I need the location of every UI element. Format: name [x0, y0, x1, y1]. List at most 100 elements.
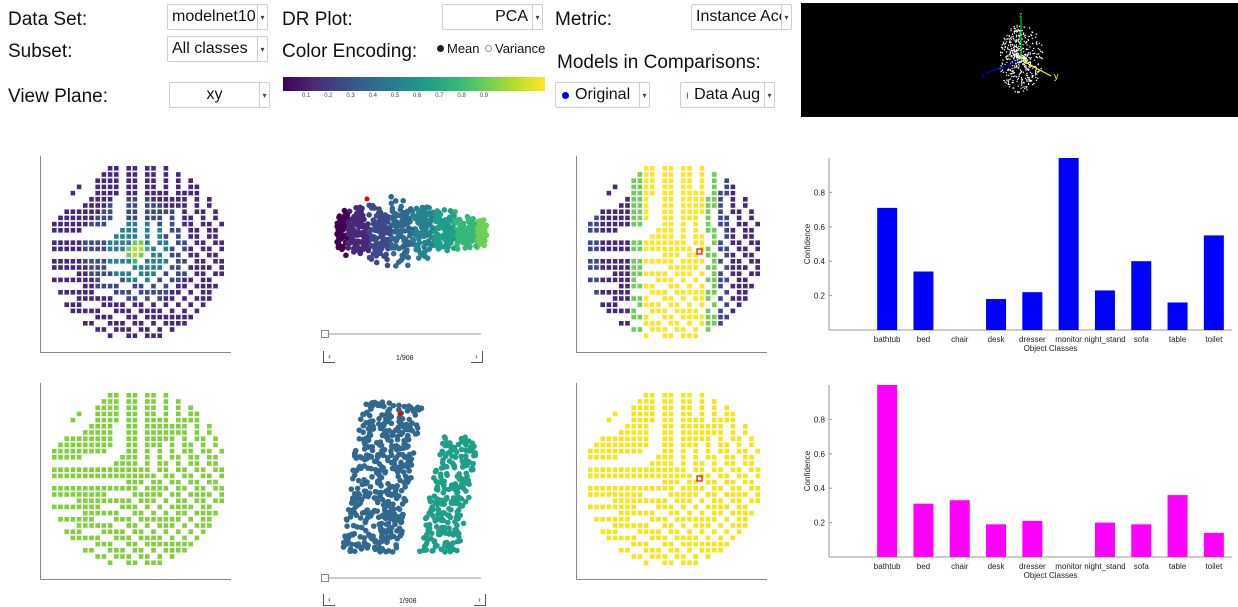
sphere-cell: [619, 486, 624, 491]
sphere-cell: [52, 473, 57, 479]
sphere-map-original-metric[interactable]: [577, 156, 767, 351]
sphere-cell: [674, 308, 680, 314]
sphere-cell: [662, 442, 667, 448]
sphere-cell: [637, 436, 643, 441]
dr-scatter-original[interactable]: [322, 152, 512, 312]
sphere-cell: [662, 473, 667, 479]
sphere-cell: [176, 184, 181, 190]
sphere-cell: [625, 265, 630, 270]
sphere-cell: [114, 308, 119, 314]
sphere-cell: [145, 467, 150, 472]
variance-radio[interactable]: Variance: [485, 41, 545, 56]
cloud-point: [1023, 53, 1026, 56]
dr-slider-track[interactable]: [325, 333, 481, 335]
sphere-cell: [612, 455, 618, 460]
metric-select[interactable]: Instance Acc ▾: [691, 4, 792, 30]
cloud-point: [1018, 62, 1020, 64]
sphere-cell: [712, 486, 717, 491]
next-button[interactable]: ›: [471, 351, 483, 363]
sphere-cell: [606, 246, 612, 252]
sphere-cell: [120, 246, 125, 252]
cloud-point: [1019, 72, 1022, 74]
dr-slider-handle[interactable]: [321, 574, 329, 582]
dataset-select[interactable]: modelnet10 ▾: [167, 4, 268, 30]
sphere-cell: [625, 430, 630, 435]
dr-point: [444, 247, 450, 254]
sphere-cell: [643, 473, 649, 479]
sphere-cell: [89, 271, 94, 276]
sphere-cell: [681, 190, 686, 196]
drplot-select[interactable]: PCA ▾: [442, 4, 543, 30]
dr-point: [384, 218, 391, 225]
cloud-point: [1028, 27, 1031, 29]
cloud-point: [1009, 58, 1011, 60]
dr-point: [455, 533, 462, 540]
sphere-cell: [668, 461, 674, 466]
sphere-cell: [157, 467, 162, 472]
sphere-cell: [207, 424, 212, 429]
sphere-cell: [637, 399, 643, 404]
subset-select[interactable]: All classes ▾: [167, 36, 268, 62]
sphere-cell: [662, 523, 667, 528]
sphere-cell: [132, 314, 138, 320]
sphere-cell: [132, 252, 138, 258]
dr-point: [361, 488, 368, 494]
dr-point: [420, 252, 427, 258]
sphere-cell: [631, 308, 636, 314]
cloud-point: [1025, 56, 1027, 58]
dr-point: [466, 494, 472, 501]
sphere-cell: [681, 265, 686, 270]
sphere-cell: [668, 302, 674, 307]
dr-point: [449, 500, 456, 507]
sphere-map-original-mean[interactable]: [41, 156, 231, 351]
sphere-cell: [58, 246, 63, 252]
sphere-cell: [188, 221, 193, 227]
sphere-cell: [182, 240, 187, 245]
dr-point: [379, 422, 385, 428]
sphere-cell: [674, 467, 680, 472]
sphere-cell: [70, 277, 76, 283]
sphere-cell: [631, 554, 636, 559]
sphere-cell: [151, 442, 156, 448]
next-button[interactable]: ›: [474, 594, 486, 606]
model1-select[interactable]: Original ▾: [555, 82, 650, 108]
mean-radio[interactable]: Mean: [437, 41, 480, 56]
sphere-cell: [631, 184, 636, 190]
dr-point: [374, 478, 381, 485]
sphere-cell: [200, 240, 206, 245]
sphere-cell: [207, 461, 212, 466]
bar: [1131, 524, 1152, 557]
sphere-cell: [194, 252, 200, 258]
dr-point: [392, 228, 399, 235]
sphere-cell: [681, 184, 686, 190]
prev-button[interactable]: ‹: [323, 594, 335, 606]
sphere-map-axes: [576, 156, 767, 353]
dr-slider-track[interactable]: [325, 577, 481, 579]
sphere-cell: [76, 221, 82, 227]
sphere-cell: [650, 283, 655, 289]
model2-select[interactable]: Data Aug ▾: [680, 82, 775, 108]
sphere-map-aug-metric[interactable]: [577, 383, 767, 578]
sphere-cell: [95, 430, 100, 435]
dr-point: [357, 416, 364, 423]
sphere-cell: [718, 473, 723, 479]
dr-slider-handle[interactable]: [321, 330, 329, 338]
sphere-cell: [612, 535, 618, 541]
sphere-cell: [631, 486, 636, 491]
sphere-cell: [138, 265, 144, 270]
point-cloud-viewer[interactable]: z y x: [801, 3, 1238, 117]
sphere-cell: [637, 190, 643, 196]
sphere-map-aug-mean[interactable]: [41, 383, 231, 578]
sphere-cell: [736, 473, 742, 479]
sphere-cell: [662, 314, 667, 320]
sphere-cell: [132, 190, 138, 196]
dr-scatter-aug[interactable]: [322, 382, 512, 562]
viewplane-select[interactable]: xy ▾: [169, 82, 270, 108]
sphere-cell: [163, 209, 169, 214]
sphere-cell: [650, 327, 655, 332]
prev-button[interactable]: ‹: [323, 351, 335, 363]
sphere-cell: [89, 535, 94, 541]
sphere-cell: [662, 461, 667, 466]
cloud-point: [1005, 71, 1008, 74]
dr-point: [425, 238, 432, 244]
